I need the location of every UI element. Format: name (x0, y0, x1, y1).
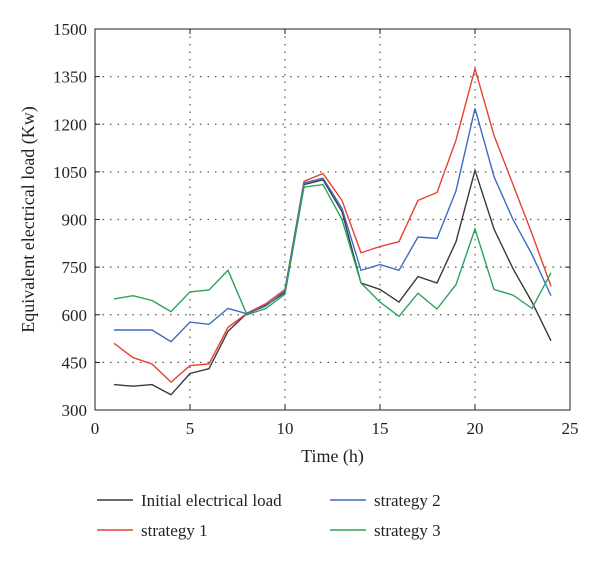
y-tick-label: 450 (62, 353, 88, 372)
series-line-3 (114, 108, 552, 343)
y-tick-label: 600 (62, 306, 88, 325)
y-tick-label: 1500 (53, 20, 87, 39)
legend-label-3: strategy 2 (374, 491, 441, 510)
y-tick-label: 1200 (53, 115, 87, 134)
plot-frame (94, 28, 571, 411)
legend-label-2: strategy 1 (141, 521, 208, 540)
x-axis-ticks: 0 5 10 15 20 25 (91, 29, 579, 438)
x-tick-label: 0 (91, 419, 100, 438)
legend: Initial electrical load strategy 1 strateg… (97, 491, 441, 540)
x-tick-label: 25 (562, 419, 579, 438)
y-tick-label: 1350 (53, 68, 87, 87)
y-tick-label: 900 (62, 211, 88, 230)
grid-lines (95, 29, 570, 410)
x-tick-label: 15 (372, 419, 389, 438)
legend-label-4: strategy 3 (374, 521, 441, 540)
y-tick-label: 1050 (53, 163, 87, 182)
x-tick-label: 20 (467, 419, 484, 438)
y-axis-ticks: 300 450 600 750 900 1050 1200 1350 1500 (53, 20, 570, 420)
x-axis-label: Time (h) (301, 446, 364, 467)
y-tick-label: 300 (62, 401, 88, 420)
x-tick-label: 5 (186, 419, 195, 438)
series-line-2 (113, 66, 552, 384)
y-tick-label: 750 (62, 258, 88, 277)
legend-label-1: Initial electrical load (141, 491, 282, 510)
series-line-1 (113, 167, 552, 396)
series-lines (113, 66, 552, 396)
x-tick-label: 10 (277, 419, 294, 438)
y-axis-label: Equivalent electrical load (Kw) (18, 106, 39, 332)
series-line-4 (113, 183, 552, 318)
